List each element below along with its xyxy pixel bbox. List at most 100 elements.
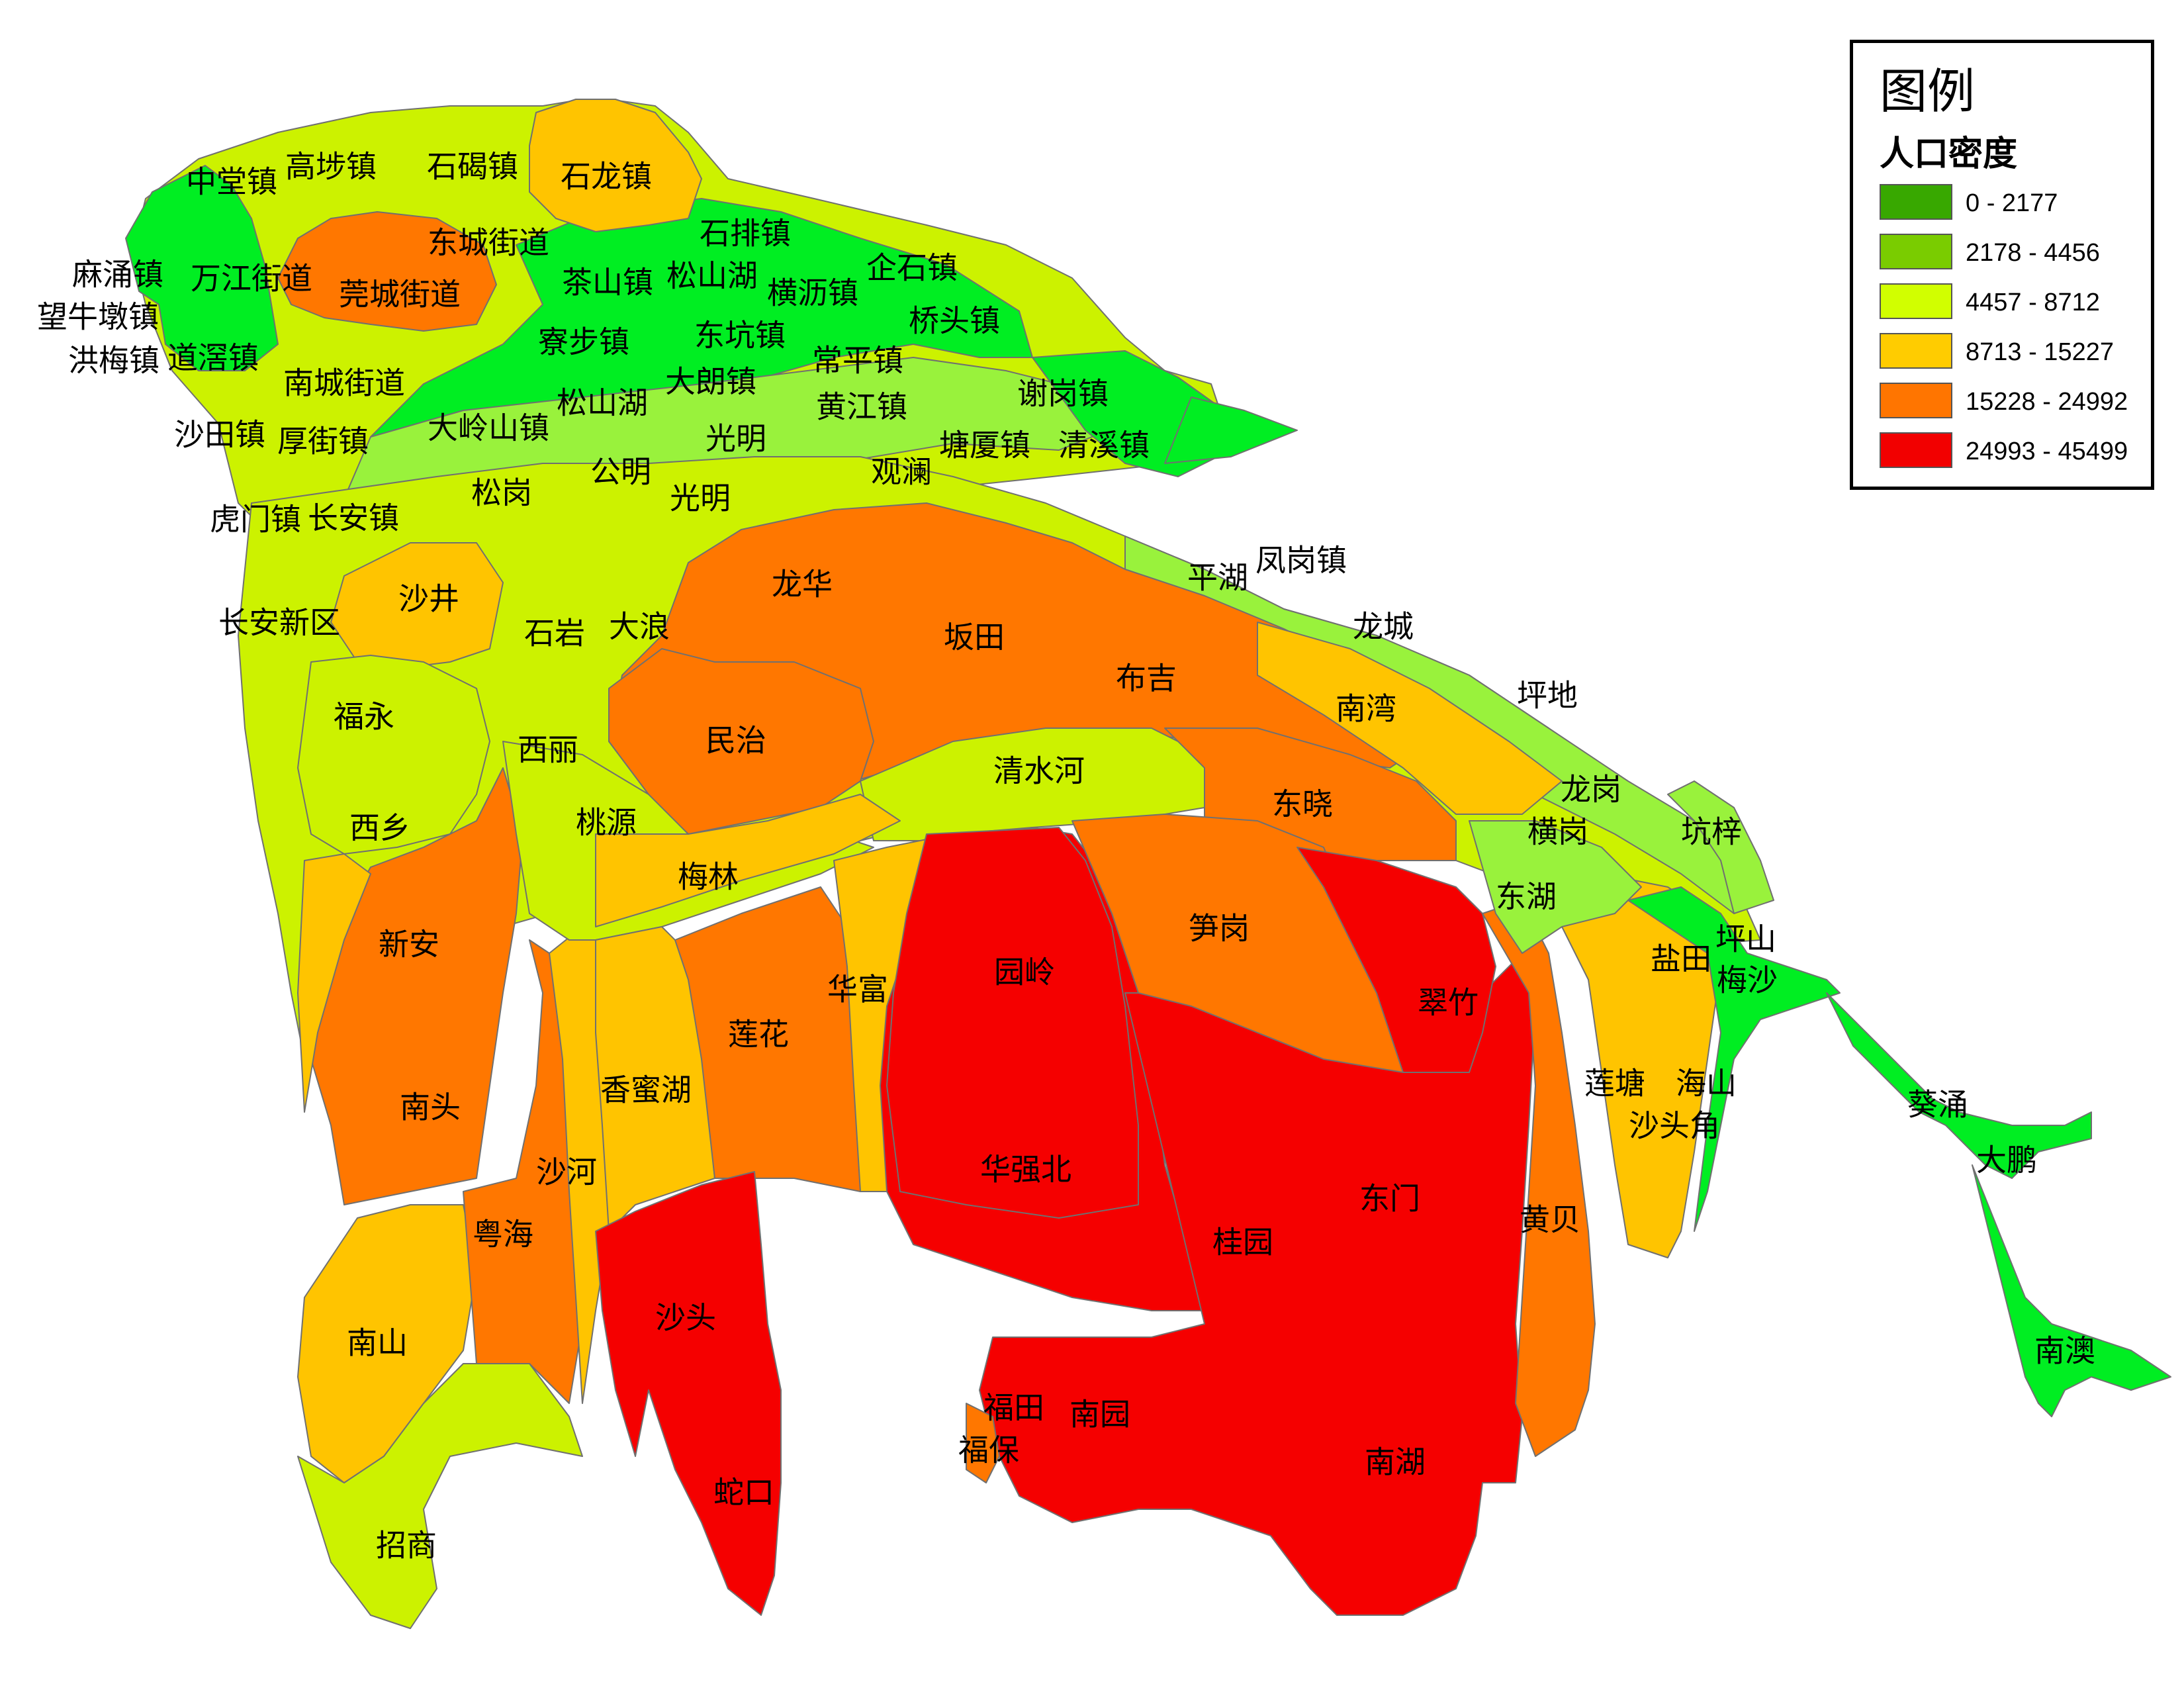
label-福田: 福田 [983,1390,1044,1426]
legend-subtitle: 人口密度 [1880,134,2018,174]
legend-title: 图例 [1880,64,1976,119]
legend-label: 2178 - 4456 [1966,239,2100,267]
region-green-middle [370,198,1033,438]
region-huangbei [1482,900,1596,1457]
region-nanwan-orange-yellow [1257,622,1563,815]
label-凤岗镇: 凤岗镇 [1255,543,1347,579]
label-南山: 南山 [347,1325,408,1361]
label-中堂镇: 中堂镇 [186,164,277,200]
label-葵涌: 葵涌 [1907,1087,1968,1123]
label-光明: 光明 [705,421,766,457]
label-梅沙: 梅沙 [1717,962,1778,998]
label-东晓: 东晓 [1272,786,1333,822]
region-east-coast-greens [1667,780,1774,914]
label-笋岗: 笋岗 [1189,911,1250,947]
label-常平镇: 常平镇 [812,343,903,379]
label-清水河: 清水河 [993,753,1085,789]
legend-label: 24993 - 45499 [1966,438,2128,465]
region-fuyong-xixiang [297,655,490,855]
label-桃源: 桃源 [576,805,637,841]
label-龙岗: 龙岗 [1561,772,1621,808]
label-洪梅镇: 洪梅镇 [68,343,159,379]
label-民治: 民治 [705,723,766,759]
label-公明: 公明 [590,454,651,490]
label-桥头镇: 桥头镇 [909,303,1000,339]
label-园岭: 园岭 [994,955,1055,990]
label-松山湖: 松山湖 [666,258,758,294]
label-横沥镇: 横沥镇 [767,275,858,311]
label-沙头角: 沙头角 [1629,1108,1720,1144]
label-南湾: 南湾 [1336,691,1396,727]
label-东湖: 东湖 [1496,879,1557,915]
label-沙头: 沙头 [655,1300,716,1336]
legend-swatch [1880,333,1952,369]
label-坂田: 坂田 [944,620,1005,655]
label-翠竹: 翠竹 [1418,985,1479,1021]
label-南头: 南头 [400,1090,461,1125]
region-dapeng-kuichong [1826,992,2092,1179]
legend-label: 0 - 2177 [1966,189,2058,217]
label-南澳: 南澳 [2034,1333,2095,1369]
label-龙城: 龙城 [1353,609,1414,645]
label-石排镇: 石排镇 [700,216,791,252]
legend-swatch [1880,383,1952,418]
label-虎门镇: 虎门镇 [210,502,301,538]
label-黄贝: 黄贝 [1520,1202,1580,1238]
label-蛇口: 蛇口 [713,1475,774,1511]
map-legend: 图例 人口密度 0 - 2177 2178 - 4456 4457 - 8712… [1850,40,2154,490]
label-大鹏: 大鹏 [1976,1143,2037,1178]
label-黄江镇: 黄江镇 [816,389,907,425]
label-塘厦镇: 塘厦镇 [939,428,1030,463]
label-华富: 华富 [827,972,888,1008]
region-dongguan-east-spike [1164,397,1298,464]
region-shajing [330,542,504,669]
label-西丽: 西丽 [518,732,578,768]
label-长安新区: 长安新区 [218,605,340,641]
region-xixiang-west-strip [297,853,371,1113]
legend-label: 8713 - 15227 [1966,338,2114,366]
label-横岗: 横岗 [1527,814,1588,850]
label-东坑镇: 东坑镇 [694,318,786,353]
label-沙河: 沙河 [536,1154,597,1190]
label-招商: 招商 [376,1528,437,1564]
region-yuanling-huaqiang [886,827,1139,1219]
label-坑梓: 坑梓 [1681,814,1742,850]
label-坪山: 坪山 [1715,921,1776,957]
region-green-left-strip [125,165,279,371]
label-海山: 海山 [1676,1066,1737,1102]
label-福永: 福永 [334,699,394,735]
label-莲塘: 莲塘 [1584,1066,1645,1102]
label-南园: 南园 [1069,1397,1130,1432]
label-万江街道: 万江街道 [191,261,312,297]
region-nanao [1972,1164,2171,1417]
label-莞城街道: 莞城街道 [339,277,461,312]
legend-swatch [1880,234,1952,269]
label-新安: 新安 [379,927,439,962]
region-shilong [529,99,702,232]
label-谢岗镇: 谢岗镇 [1017,376,1109,412]
label-光明-2: 光明 [670,481,731,516]
label-西乡: 西乡 [349,810,410,846]
region-meilin-orange [595,794,901,927]
label-沙井: 沙井 [398,581,459,617]
label-坪地: 坪地 [1517,678,1578,714]
label-平湖: 平湖 [1187,560,1248,596]
label-福保: 福保 [958,1432,1019,1468]
region-shekou-zhaoshang-south [297,1363,583,1629]
label-大朗镇: 大朗镇 [665,364,756,400]
label-望牛墩镇: 望牛墩镇 [37,299,159,335]
legend-label: 4457 - 8712 [1966,289,2100,316]
label-麻涌镇: 麻涌镇 [72,257,163,293]
label-沙田镇: 沙田镇 [174,417,265,453]
legend-swatch [1880,432,1952,468]
region-donghu [1469,820,1642,954]
legend-label: 15228 - 24992 [1966,388,2128,416]
label-道滘镇: 道滘镇 [167,340,259,376]
label-桂园: 桂园 [1212,1225,1273,1260]
label-龙华: 龙华 [772,567,833,602]
label-盐田: 盐田 [1651,941,1711,977]
region-labels: 中堂镇 高埗镇 石碣镇 石龙镇 东城街道 石排镇 麻涌镇 万江街道 莞城街道 茶… [37,149,2095,1564]
region-yantian-meisha [1627,886,1841,1232]
region-futian-baobao [966,1403,1000,1483]
